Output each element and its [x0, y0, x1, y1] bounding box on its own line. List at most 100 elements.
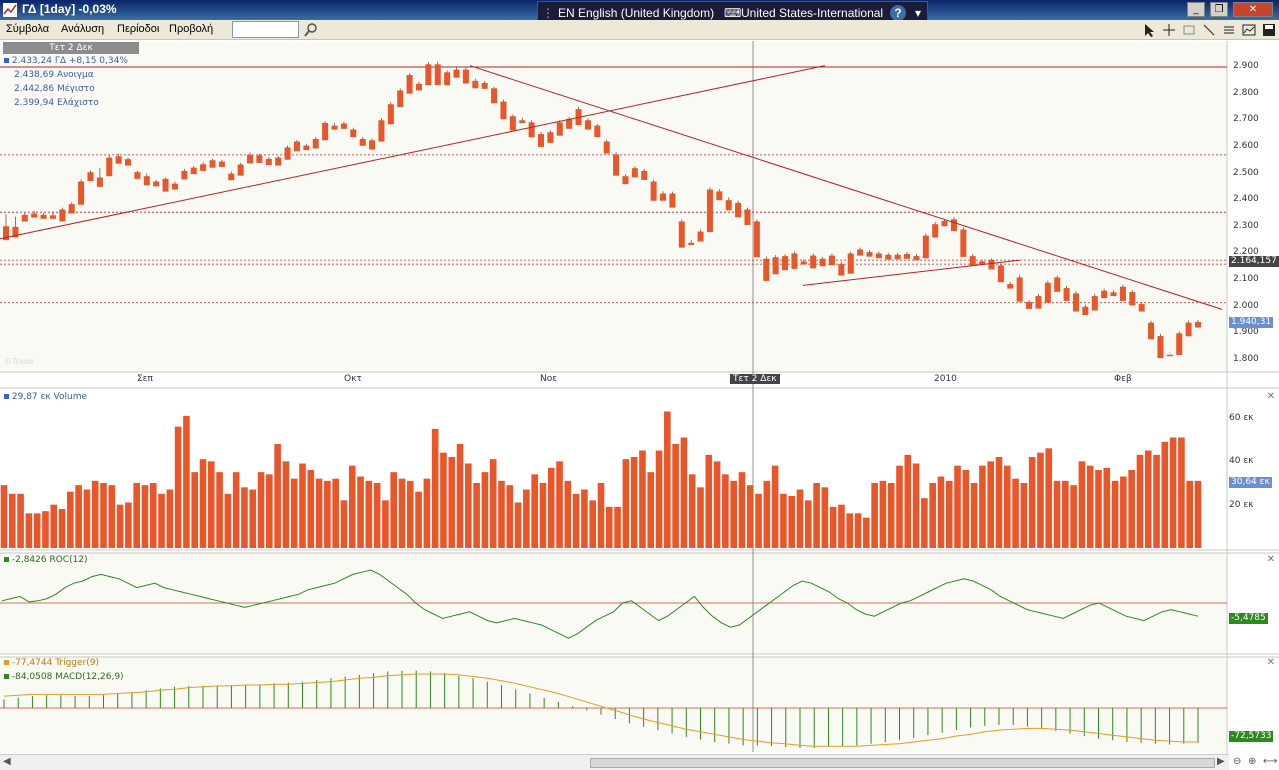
volume-tick-40: 40 εκ [1229, 456, 1254, 466]
volume-bar [299, 463, 306, 548]
volume-value-tag: 30,64 εκ [1229, 477, 1272, 488]
price-legend-text: 2.433,24 ΓΔ +8,15 0,34% [11, 56, 128, 66]
volume-bar [887, 483, 895, 548]
trigger-legend: -77,4744 Trigger(9) [4, 658, 99, 668]
candle-body [190, 167, 197, 175]
list-icon[interactable] [1221, 22, 1237, 38]
candle-body [162, 178, 169, 192]
menu-view[interactable]: Προβολή [169, 23, 214, 35]
trigger-swatch [4, 660, 9, 665]
volume-bar [224, 493, 232, 548]
candle-body [800, 261, 807, 265]
zoom-out-icon[interactable]: ⊖ [1233, 756, 1242, 767]
candle-body [181, 170, 188, 180]
input-language-label[interactable]: EN English (United Kingdom) [558, 6, 715, 20]
volume-bar [199, 459, 207, 548]
app-chart-icon [3, 3, 17, 17]
volume-bar [614, 506, 621, 548]
volume-bar [630, 457, 638, 548]
menu-analysis[interactable]: Ανάλυση [61, 23, 105, 35]
close-volume-panel-icon[interactable]: ✕ [1266, 391, 1275, 402]
macd-value-tag: -72,5733 [1229, 731, 1274, 742]
x-axis-label-3: Τετ 2 Δεκ [730, 374, 780, 384]
candle-body [735, 202, 742, 218]
volume-bar [91, 480, 99, 548]
candle-body [415, 83, 422, 91]
volume-bar [423, 478, 431, 548]
volume-bar [1095, 470, 1102, 548]
menu-periods[interactable]: Περίοδοι [117, 23, 160, 35]
symbol-search-input[interactable] [232, 21, 299, 38]
volume-bar [1045, 448, 1053, 548]
zoom-fit-icon[interactable]: ⟷ [1263, 756, 1278, 767]
menu-symbols[interactable]: Σύμβολα [6, 23, 50, 35]
save-icon[interactable] [1261, 22, 1277, 38]
candle-body [472, 80, 479, 89]
price-tag-level: 2.164,157 [1229, 256, 1279, 267]
volume-bar [1070, 485, 1077, 548]
volume-bar [1028, 457, 1036, 548]
langbar-options-icon[interactable]: ▾ [915, 6, 922, 20]
candle-body [603, 141, 610, 154]
scroll-right-icon[interactable]: ▶ [1217, 756, 1225, 767]
volume-bar [539, 483, 547, 548]
volume-bar [1128, 470, 1135, 548]
candle-body [359, 138, 366, 146]
price-tick-7: 2.200 [1233, 247, 1259, 258]
price-tick-10: 1.900 [1233, 327, 1259, 338]
drag-handle-icon[interactable]: ⋮ [542, 6, 554, 20]
minimize-button[interactable]: _ [1187, 2, 1205, 17]
volume-bar [713, 461, 721, 548]
chart-canvas[interactable] [0, 41, 1279, 754]
chart-window-icon[interactable] [1241, 22, 1257, 38]
candle-body [1138, 304, 1145, 312]
rectangle-tool-icon[interactable] [1181, 22, 1197, 38]
volume-bar [382, 500, 389, 548]
volume-bar [647, 472, 655, 548]
volume-bar [307, 470, 315, 548]
candle-body [641, 170, 648, 180]
candle-body [134, 172, 141, 179]
volume-bar [1111, 480, 1119, 548]
price-tick-2: 2.700 [1233, 114, 1259, 125]
candle-body [772, 257, 779, 275]
volume-bar [672, 444, 679, 548]
scrollbar-thumb[interactable] [590, 758, 1215, 768]
zoom-in-icon[interactable]: ⊕ [1248, 756, 1257, 767]
candle-body [566, 118, 573, 129]
volume-bar [937, 476, 945, 548]
volume-bar [67, 491, 74, 548]
close-roc-panel-icon[interactable]: ✕ [1266, 554, 1275, 565]
macd-legend: -84,0508 MACD(12,26,9) [4, 672, 124, 682]
uptrend-line [0, 65, 826, 240]
volume-bar [970, 483, 978, 548]
keyboard-layout-label[interactable]: United States-International [741, 6, 884, 20]
volume-bar [158, 493, 165, 548]
close-macd-panel-icon[interactable]: ✕ [1266, 657, 1275, 668]
volume-bar [448, 457, 456, 548]
help-icon[interactable]: ? [890, 5, 906, 21]
candle-body [1195, 321, 1201, 328]
candle-body [584, 120, 591, 130]
restore-button[interactable]: ❐ [1210, 2, 1228, 17]
volume-bar [722, 474, 729, 548]
chart-area[interactable] [0, 41, 1279, 770]
candle-body [1148, 322, 1155, 340]
candle-body [293, 141, 300, 152]
candle-body [613, 154, 620, 176]
horizontal-scrollbar[interactable]: ◀ ▶ [0, 754, 1229, 770]
close-button[interactable]: ✕ [1233, 2, 1273, 17]
pointer-tool-icon[interactable] [1141, 22, 1157, 38]
volume-bar [42, 511, 49, 548]
volume-bar [390, 472, 398, 548]
candle-body [1176, 333, 1183, 355]
volume-bar [730, 480, 737, 548]
crosshair-tool-icon[interactable] [1161, 22, 1177, 38]
line-tool-icon[interactable] [1201, 22, 1217, 38]
scroll-left-icon[interactable]: ◀ [3, 756, 11, 767]
volume-bar [83, 489, 91, 548]
legend-open: 2.438,69 Ανοιγμα [14, 70, 94, 80]
search-icon[interactable] [303, 22, 319, 38]
candle-body [932, 224, 939, 238]
volume-bar [564, 480, 572, 548]
